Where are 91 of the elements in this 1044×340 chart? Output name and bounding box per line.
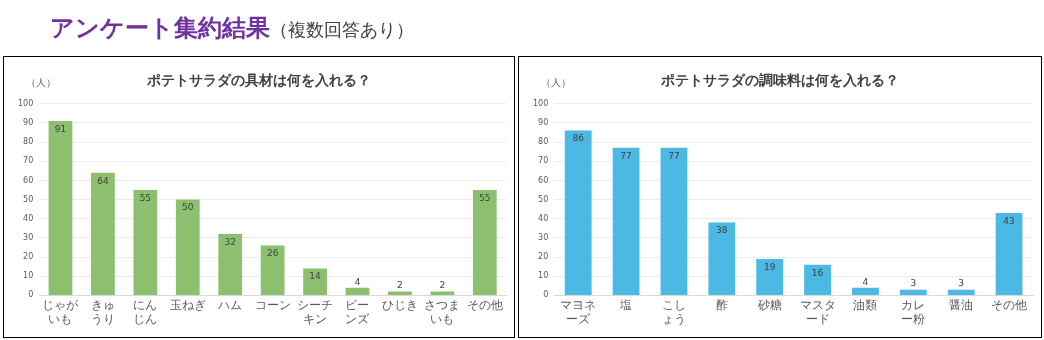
chart-title: ポテトサラダの調味料は何を入れる？ [660,72,899,89]
y-tick-label: 10 [538,271,549,281]
y-tick-label: 100 [17,98,34,108]
text: アンケート集約結果 [50,14,270,42]
data-label: 3 [958,278,965,289]
bar [995,213,1023,295]
bar [804,264,831,295]
data-label: 86 [572,133,585,144]
y-tick-label: 40 [538,213,549,223]
y-tick-label: 40 [23,213,34,223]
data-label: 14 [309,271,322,282]
y-tick-label: 20 [538,252,549,262]
data-label: 19 [763,261,776,272]
y-tick-label: 50 [538,194,549,204]
y-tick-label: 0 [543,290,549,300]
x-tick-label: 玉ねぎ [169,298,206,313]
data-label: 4 [862,276,869,287]
x-tick-label: じゃがいも [42,298,80,327]
data-label: 2 [397,280,403,291]
x-tick-label: ひじき [381,298,418,313]
bar [218,234,243,295]
y-tick-label: 60 [538,175,549,185]
data-label: 77 [668,150,680,161]
x-tick-label: 醤油 [949,298,974,313]
x-tick-label: シーチキン [297,298,334,327]
bar [947,289,975,295]
x-tick-label: マヨネーズ [560,298,597,327]
x-tick-label: 塩 [619,298,633,313]
text: （複数回答あり） [270,19,414,40]
bar [303,268,327,295]
bar [260,245,285,295]
x-tick-label: ビーンズ [345,298,371,327]
y-tick-label: 90 [23,118,34,128]
data-label: 50 [182,202,194,213]
x-tick-label: 酢 [715,298,728,313]
bar [708,222,736,295]
bar [660,147,688,295]
data-label: 43 [1003,215,1015,226]
x-tick-label: その他 [991,298,1028,313]
chart-title: ポテトサラダの具材は何を入れる？ [146,72,371,89]
data-label: 91 [54,123,67,134]
bar [472,190,497,295]
y-axis-title: （人） [26,76,56,88]
data-label: 55 [479,192,491,203]
y-tick-label: 0 [28,290,34,300]
bar [612,147,640,295]
x-tick-label: ハム [217,298,243,313]
x-tick-label: マスタード [799,298,836,327]
data-label: 77 [620,150,632,161]
x-tick-label: きゅうり [90,298,115,327]
data-label: 38 [716,225,728,236]
bar [899,289,927,295]
y-tick-label: 10 [23,271,34,281]
y-tick-label: 50 [23,194,34,204]
data-label: 4 [354,276,361,287]
bar [345,287,370,295]
y-tick-label: 30 [538,233,549,242]
x-tick-label: さつまいも [424,298,461,327]
data-label: 32 [224,236,236,247]
bar [175,199,200,295]
x-tick-label: コーン [254,298,291,313]
y-tick-label: 70 [538,156,549,166]
data-label: 3 [910,278,917,289]
y-tick-label: 80 [23,137,34,147]
bar [388,291,412,295]
data-label: 55 [139,192,152,203]
data-label: 16 [811,267,824,278]
x-tick-label: その他 [466,298,503,313]
y-tick-label: 90 [538,118,549,128]
data-label: 26 [266,248,279,259]
data-label: 2 [439,280,446,291]
x-tick-label: 油類 [853,298,878,313]
x-tick-label: カレー粉 [901,298,926,327]
bar [756,259,784,295]
bar [430,291,455,295]
bar [133,190,158,295]
x-tick-label: 砂糖 [756,298,782,313]
bar [852,287,879,295]
y-tick-label: 60 [23,175,34,185]
y-tick-label: 20 [23,252,34,262]
y-tick-label: 30 [23,233,34,242]
x-tick-label: こしょう [661,298,686,327]
bar [564,130,592,295]
x-tick-label: にんじん [133,298,158,327]
bar [91,172,115,295]
y-tick-label: 100 [532,98,549,108]
y-axis-title: （人） [541,76,571,88]
y-tick-label: 70 [23,156,34,166]
y-tick-label: 80 [538,137,549,147]
bar [48,121,73,295]
data-label: 64 [97,175,109,186]
